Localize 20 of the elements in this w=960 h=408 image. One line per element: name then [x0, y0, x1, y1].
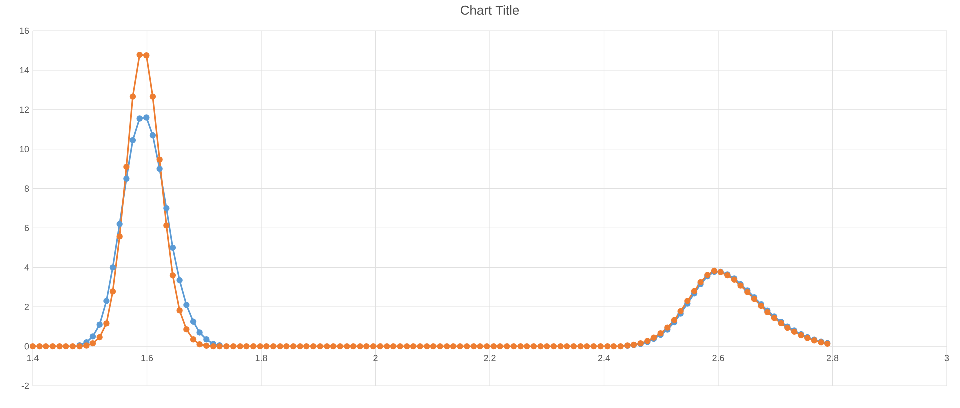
- y-tick-label: 10: [20, 146, 30, 153]
- x-tick-label: 3: [944, 355, 950, 362]
- y-tick-label: 14: [20, 67, 30, 74]
- x-tick-label: 2.4: [598, 355, 610, 362]
- y-tick-label: 0: [24, 343, 30, 350]
- y-tick-label: 8: [24, 186, 30, 192]
- x-tick-label: 2: [374, 355, 378, 362]
- x-tick-label: 1.6: [142, 355, 154, 362]
- x-tick-label: 2.8: [826, 355, 839, 362]
- x-tick-label: 2.2: [484, 355, 496, 362]
- chart-title: Chart Title: [461, 6, 520, 16]
- x-tick-label: 2.6: [712, 355, 724, 362]
- y-tick-label: -2: [22, 382, 30, 390]
- y-tick-label: 16: [20, 28, 30, 34]
- y-tick-label: 12: [20, 106, 30, 114]
- x-tick-label: 1.4: [27, 355, 39, 362]
- x-tick-label: 1.8: [256, 355, 268, 362]
- y-tick-label: 6: [24, 225, 30, 232]
- y-tick-label: 2: [24, 304, 30, 310]
- y-tick-label: 4: [24, 264, 30, 271]
